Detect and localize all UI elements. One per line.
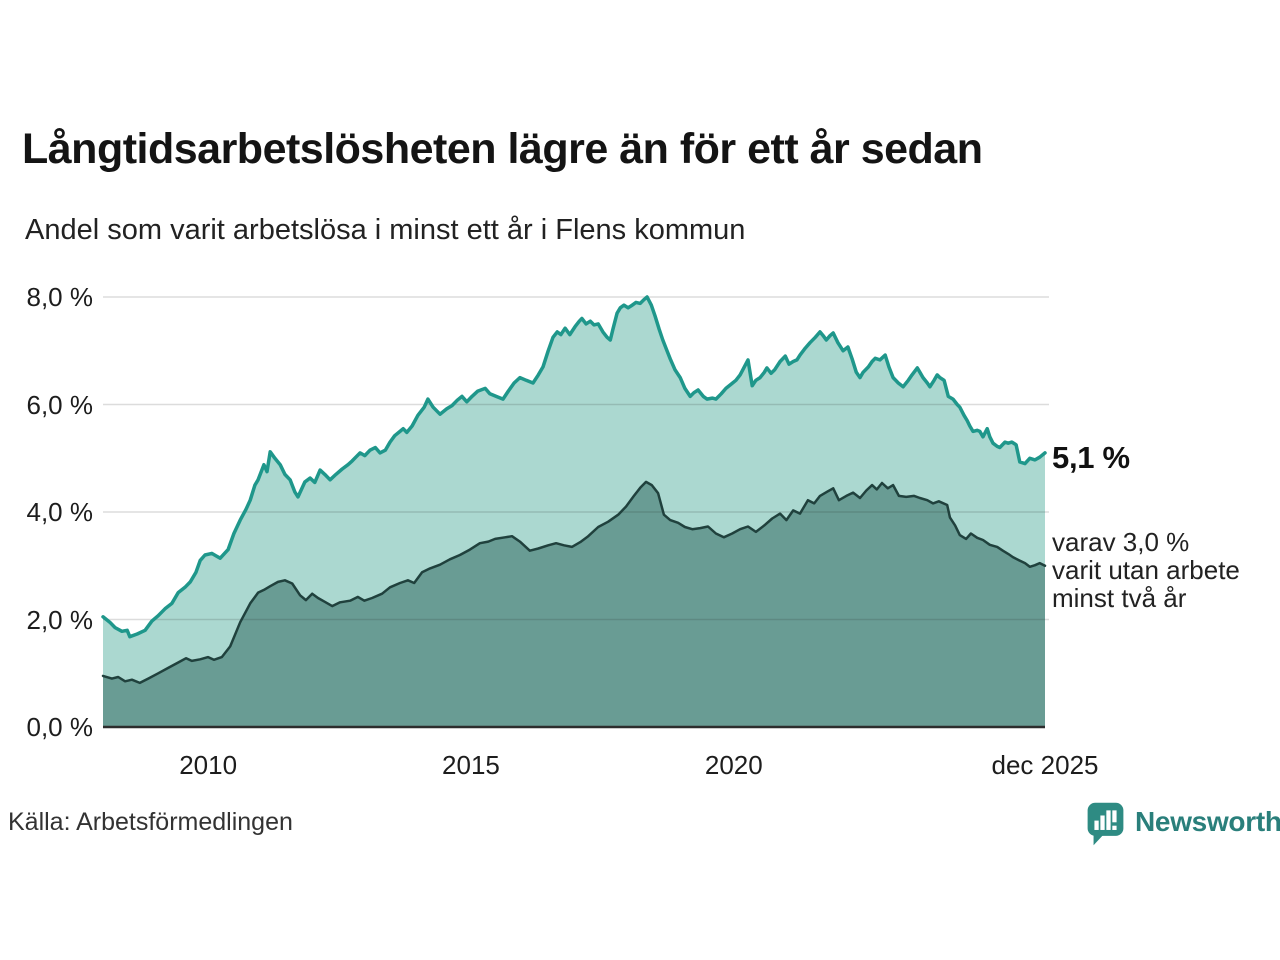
page-subtitle: Andel som varit arbetslösa i minst ett å… <box>25 214 746 246</box>
sub-series-annotation: varav 3,0 % varit utan arbete minst två … <box>1052 527 1240 613</box>
logo-text: Newsworthy <box>1135 806 1280 837</box>
end-value-label: 5,1 % <box>1052 440 1130 475</box>
y-axis-label: 0,0 % <box>26 712 94 742</box>
x-axis-label: 2015 <box>442 750 500 780</box>
y-axis-label: 6,0 % <box>26 389 94 420</box>
series-line-total <box>101 295 1047 639</box>
page-title: Långtidsarbetslösheten lägre än för ett … <box>22 125 983 173</box>
x-axis-label: 2020 <box>704 750 763 780</box>
bar-chart-speech-bubble-icon <box>1087 802 1124 846</box>
x-axis-label: dec 2025 <box>991 750 1099 780</box>
source-note: Källa: Arbetsförmedlingen <box>8 808 293 836</box>
area-fill-two-years <box>103 481 1045 727</box>
series-line-two-years <box>101 480 1047 685</box>
x-axis-label: 2010 <box>179 750 238 780</box>
y-axis-label: 4,0 % <box>26 497 94 527</box>
newsworthy-logo: Newsworthy <box>1085 801 1280 847</box>
y-axis-label: 8,0 % <box>26 282 94 312</box>
y-axis-label: 2,0 % <box>26 604 94 635</box>
